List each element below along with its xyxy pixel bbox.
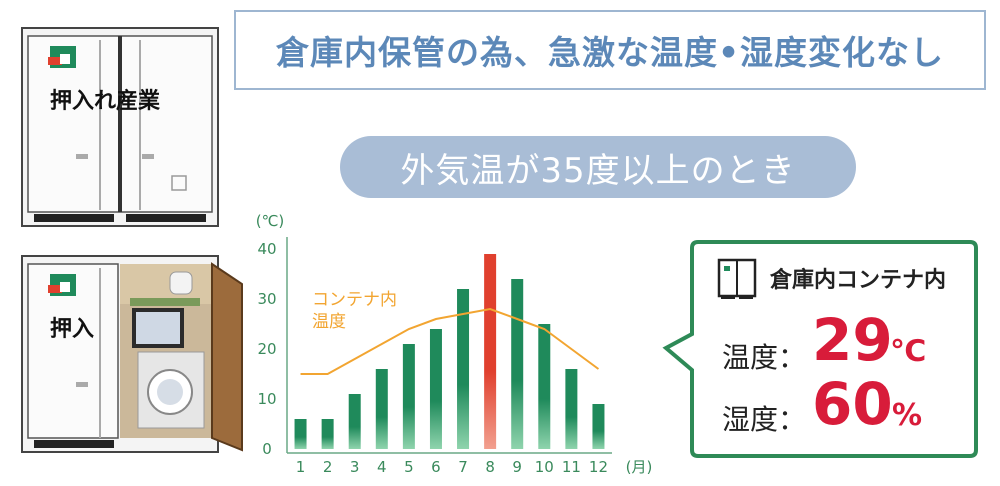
company-logo-icon	[48, 46, 76, 68]
bar-6	[429, 329, 442, 449]
bar-11	[565, 369, 578, 449]
y-tick-label: 40	[257, 240, 276, 258]
y-tick-label: 10	[257, 390, 276, 408]
subheading: 外気温が35度以上のとき	[400, 150, 796, 191]
x-tick-label: 11	[562, 458, 581, 476]
bar-9	[511, 279, 524, 449]
y-tick-label: 30	[257, 290, 276, 308]
headline-box: 倉庫内保管の為、急激な温度•湿度変化なし	[234, 10, 986, 90]
x-tick-label: 7	[458, 458, 468, 476]
callout-title: 倉庫内コンテナ内	[770, 268, 947, 293]
bar-7	[457, 289, 470, 449]
humidity-label: 湿度：	[722, 403, 807, 436]
bar-1	[294, 419, 307, 449]
company-sign: 押入れ産業	[50, 88, 161, 114]
y-tick-label: 0	[262, 440, 272, 458]
headline: 倉庫内保管の為、急激な温度•湿度変化なし	[275, 33, 945, 72]
line-series-label: コンテナ内	[312, 290, 397, 310]
x-tick-label: 3	[350, 458, 360, 476]
container-closed-illustration: 押入れ産業	[21, 27, 219, 227]
x-tick-label: 4	[377, 458, 387, 476]
bar-8	[484, 254, 497, 449]
bar-12	[592, 404, 605, 449]
x-tick-label: 2	[323, 458, 333, 476]
company-logo-icon-2	[48, 274, 76, 296]
x-tick-label: 8	[485, 458, 495, 476]
bar-2	[321, 419, 334, 449]
x-tick-label: 6	[431, 458, 441, 476]
humidity-value: 60	[812, 370, 893, 438]
x-tick-label: 5	[404, 458, 414, 476]
temp-value: 29	[812, 306, 893, 374]
container-mini-icon	[717, 258, 757, 299]
temp-label: 温度：	[722, 341, 807, 374]
bar-4	[375, 369, 388, 449]
bar-10	[538, 324, 551, 449]
svg-text:押入: 押入	[50, 316, 94, 342]
subheading-pill: 外気温が35度以上のとき	[340, 136, 856, 198]
x-tick-label: 1	[296, 458, 306, 476]
bar-5	[402, 344, 415, 449]
y-unit-label: (℃)	[256, 212, 285, 230]
container-open-illustration: 押入	[21, 255, 243, 453]
line-series-label: 温度	[312, 312, 346, 332]
temp-unit: ℃	[890, 334, 927, 369]
x-tick-label: 10	[535, 458, 554, 476]
bar-3	[348, 394, 361, 449]
x-tick-label: 9	[512, 458, 522, 476]
x-tick-label: 12	[589, 458, 608, 476]
container-temp-line	[300, 307, 600, 375]
x-unit-label: (月)	[626, 458, 653, 476]
y-tick-label: 20	[257, 340, 276, 358]
humidity-unit: %	[892, 398, 923, 433]
